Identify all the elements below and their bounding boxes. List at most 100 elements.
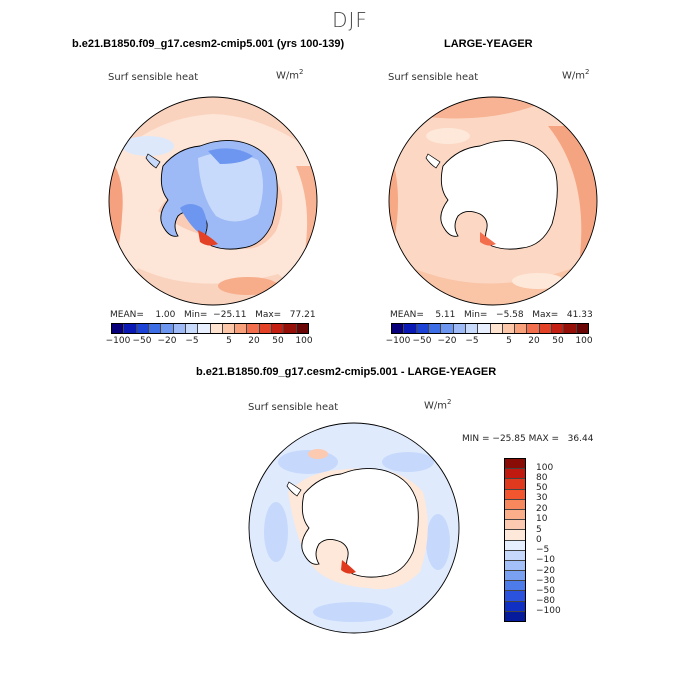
colorbar-box [124, 324, 137, 333]
warm-patch [308, 449, 328, 459]
colorbar-box [539, 324, 553, 333]
colorbar-box [173, 324, 186, 333]
panel-2-colorbar [391, 323, 589, 334]
tick-label: 50 [272, 336, 284, 346]
tick-label: 10 [536, 514, 548, 524]
colorbar-box [505, 469, 525, 480]
panel-3-title: b.e21.B1850.f09_g17.cesm2-cmip5.001 - LA… [196, 366, 497, 378]
panel-1-colorbar-boxes [111, 323, 309, 334]
colorbar-box [505, 509, 525, 521]
tick-label: −50 [132, 336, 152, 346]
tick-label: −100 [536, 606, 561, 616]
colorbar-box [416, 324, 429, 333]
colorbar-box [185, 324, 199, 333]
tick-label: 80 [536, 473, 548, 483]
colorbar-box [161, 324, 174, 333]
panel-2-field-label: Surf sensible heat [388, 72, 479, 83]
plateau-shade [198, 152, 263, 222]
colorbar-box [198, 324, 211, 333]
panel-2-map [388, 96, 598, 306]
peninsula [425, 153, 441, 169]
panel-2-colorbar-ticks: −100 −50 −20 −5 5 20 50 100 [386, 336, 593, 348]
colorbar-box [210, 324, 223, 333]
colorbar-box [505, 540, 525, 551]
tick-label: −50 [536, 586, 555, 596]
ross-shelf-cool [180, 204, 207, 236]
colorbar-box [112, 324, 125, 333]
neutral-patch [512, 273, 564, 289]
tick-label: 30 [536, 493, 548, 503]
tick-label: 5 [536, 525, 542, 535]
colorbar-box [505, 520, 525, 531]
colorbar-box [505, 560, 525, 572]
panel-1-title: b.e21.B1850.f09_g17.cesm2-cmip5.001 (yrs… [72, 38, 345, 50]
colorbar-box [453, 324, 466, 333]
colorbar-box [515, 324, 528, 333]
panel-1-stats: MEAN= 1.00 Min= −25.11 Max= 77.21 [110, 310, 316, 320]
tick-label: −5 [465, 336, 479, 346]
cool-patch [382, 452, 434, 472]
panel-2-stats: MEAN= 5.11 Min= −5.58 Max= 41.33 [390, 310, 593, 320]
colorbar-box [505, 601, 525, 612]
panel-3-colorbar-ticks: 100 80 50 30 20 10 5 0 −5 −10 −20 −30 −5… [536, 458, 576, 620]
panel-2-title: LARGE-YEAGER [444, 38, 533, 50]
figure-season-title: DJF [332, 8, 368, 32]
colorbar-box [505, 611, 525, 621]
cool-patch [264, 502, 288, 562]
tick-label: −20 [157, 336, 177, 346]
colorbar-box [505, 459, 525, 470]
tick-label: 20 [536, 504, 548, 514]
coastal-cool [208, 148, 253, 164]
tick-label: −20 [437, 336, 457, 346]
colorbar-box [564, 324, 577, 333]
colorbar-box [505, 479, 525, 490]
tick-label: −10 [536, 555, 555, 565]
colorbar-box [478, 324, 491, 333]
panel-2-units: W/m2 [562, 68, 590, 82]
tick-label: 5 [226, 336, 232, 346]
peninsula [286, 481, 302, 497]
tick-label: 5 [506, 336, 512, 346]
colorbar-box [441, 324, 454, 333]
colorbar-box [505, 530, 525, 541]
cool-patch [313, 602, 393, 622]
warm-patch [218, 277, 278, 295]
colorbar-box [505, 550, 525, 561]
tick-label: −5 [536, 545, 550, 555]
colorbar-box [148, 324, 162, 333]
tick-label: 50 [552, 336, 564, 346]
tick-label: 100 [536, 463, 554, 473]
panel-1-field-label: Surf sensible heat [108, 72, 199, 83]
tick-label: −100 [385, 336, 411, 346]
tick-label: −5 [185, 336, 199, 346]
peninsula [145, 153, 161, 169]
ross-warm-spot [198, 230, 218, 246]
colorbar-box [527, 324, 540, 333]
colorbar-box [392, 324, 405, 333]
neutral-patch [426, 128, 470, 144]
eastern-warm-band [548, 126, 597, 256]
tick-label: 100 [295, 336, 313, 346]
panel-1-colorbar-ticks: −100 −50 −20 −5 5 20 50 100 [106, 336, 313, 348]
colorbar-box [490, 324, 503, 333]
colorbar-box [505, 571, 525, 582]
tick-label: −80 [536, 596, 555, 606]
cool-patch [426, 514, 450, 570]
tick-label: −30 [536, 576, 555, 586]
tick-label: 100 [575, 336, 593, 346]
colorbar-box [505, 499, 525, 510]
panel-2-map-border [388, 96, 598, 306]
tick-label: 20 [248, 336, 260, 346]
panel-2-colorbar-boxes [391, 323, 589, 334]
colorbar-box [404, 324, 417, 333]
panel-3-units: W/m2 [424, 398, 452, 412]
colorbar-box [576, 324, 588, 333]
colorbar-box [136, 324, 149, 333]
panel-3-stats: MIN = −25.85 MAX = 36.44 [462, 434, 594, 444]
panel-3-colorbar-boxes [504, 458, 526, 622]
colorbar-box [502, 324, 516, 333]
colorbar-box [284, 324, 297, 333]
colorbar-box [222, 324, 236, 333]
panel-3-map-border [248, 422, 460, 634]
panel-1-map [108, 96, 318, 306]
